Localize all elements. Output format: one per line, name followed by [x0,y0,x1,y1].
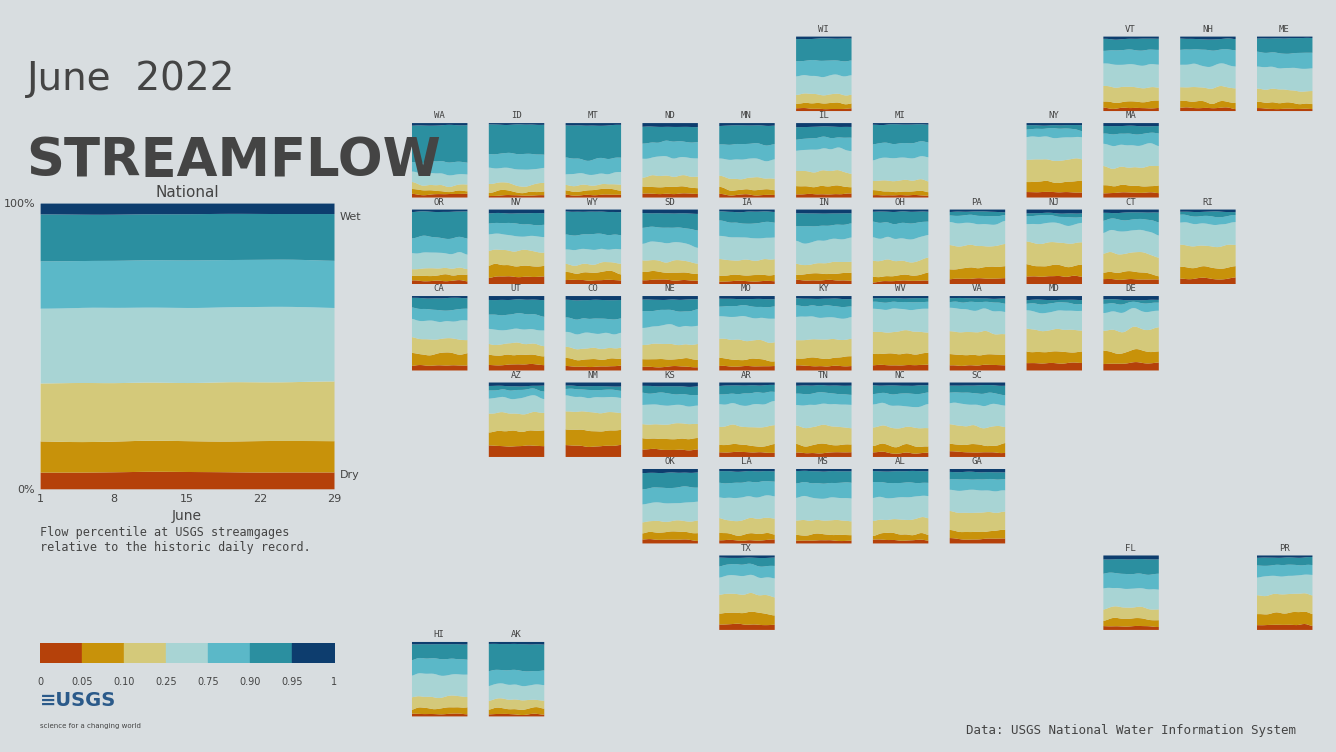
Text: 0.05: 0.05 [71,677,92,687]
Text: SD: SD [664,198,675,207]
Text: 0.10: 0.10 [114,677,135,687]
Text: AR: AR [741,371,752,380]
Text: MT: MT [588,111,599,120]
Text: VT: VT [1125,25,1136,34]
Text: MS: MS [818,457,828,466]
Text: MN: MN [741,111,752,120]
Text: WI: WI [818,25,828,34]
Text: 1: 1 [331,677,337,687]
Text: WY: WY [588,198,599,207]
Text: HI: HI [434,630,445,639]
Text: June  2022: June 2022 [27,60,235,99]
Text: ID: ID [510,111,521,120]
Text: NH: NH [1202,25,1213,34]
Text: NE: NE [664,284,675,293]
Text: AZ: AZ [510,371,521,380]
Text: MD: MD [1049,284,1059,293]
Text: CA: CA [434,284,445,293]
Text: ND: ND [664,111,675,120]
Text: GA: GA [971,457,982,466]
Text: NJ: NJ [1049,198,1059,207]
Text: KS: KS [664,371,675,380]
Text: KY: KY [818,284,828,293]
Text: SC: SC [971,371,982,380]
Text: MO: MO [741,284,752,293]
Text: PA: PA [971,198,982,207]
Text: CT: CT [1125,198,1136,207]
Text: WA: WA [434,111,445,120]
Text: NM: NM [588,371,599,380]
Text: MI: MI [895,111,906,120]
Text: OH: OH [895,198,906,207]
Text: LA: LA [741,457,752,466]
Text: NY: NY [1049,111,1059,120]
Text: IL: IL [818,111,828,120]
Text: TN: TN [818,371,828,380]
Text: Data: USGS National Water Information System: Data: USGS National Water Information Sy… [966,724,1296,737]
Text: OR: OR [434,198,445,207]
Text: MA: MA [1125,111,1136,120]
Text: VA: VA [971,284,982,293]
Text: AL: AL [895,457,906,466]
Text: 0: 0 [37,677,43,687]
Text: 0.75: 0.75 [198,677,219,687]
Text: RI: RI [1202,198,1213,207]
Text: NV: NV [510,198,521,207]
Text: ≡USGS: ≡USGS [40,690,116,710]
X-axis label: June: June [172,509,202,523]
Text: Wet: Wet [339,211,362,222]
Text: 0.90: 0.90 [239,677,261,687]
Text: ME: ME [1279,25,1289,34]
Text: WV: WV [895,284,906,293]
Text: science for a changing world: science for a changing world [40,723,142,729]
Text: AK: AK [510,630,521,639]
Text: 0.95: 0.95 [282,677,303,687]
Text: Dry: Dry [339,470,359,481]
Text: IA: IA [741,198,752,207]
Text: NC: NC [895,371,906,380]
Text: CO: CO [588,284,599,293]
Text: 0.25: 0.25 [155,677,176,687]
Text: FL: FL [1125,544,1136,553]
Text: PR: PR [1279,544,1289,553]
Text: TX: TX [741,544,752,553]
Text: DE: DE [1125,284,1136,293]
Text: UT: UT [510,284,521,293]
Text: OK: OK [664,457,675,466]
Text: STREAMFLOW: STREAMFLOW [27,135,441,187]
Title: National: National [155,186,219,201]
Text: Flow percentile at USGS streamgages
relative to the historic daily record.: Flow percentile at USGS streamgages rela… [40,526,311,554]
Text: IN: IN [818,198,828,207]
